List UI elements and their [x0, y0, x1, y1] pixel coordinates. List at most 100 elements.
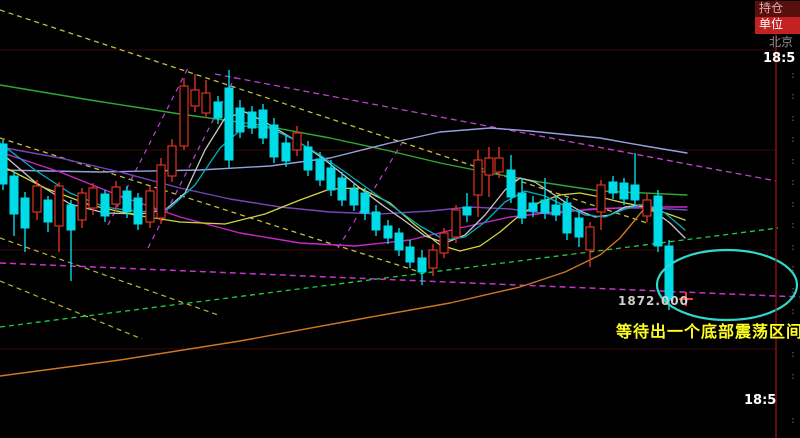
candle-down [653, 190, 663, 252]
candle-up [585, 222, 595, 267]
svg-text::: : [790, 371, 796, 382]
candle-down [462, 193, 472, 222]
svg-text::: : [790, 156, 796, 167]
svg-text::: : [790, 91, 796, 102]
candle-up [494, 147, 504, 178]
unit-tab[interactable]: 单位 [755, 17, 800, 34]
trend-orange [0, 209, 644, 377]
svg-text::: : [790, 242, 796, 253]
candle-up [77, 188, 87, 228]
candle-up [54, 182, 64, 252]
candlestick-series [0, 70, 674, 310]
svg-text::: : [790, 349, 796, 360]
svg-text::: : [790, 263, 796, 274]
candle-down [0, 140, 8, 190]
analyst-note-text: 等待出一个底部震荡区间 [616, 322, 800, 341]
candle-down [337, 172, 347, 206]
trendline-yellow-upper [0, 9, 651, 225]
candle-down [269, 118, 279, 163]
candle-down [608, 176, 618, 199]
candle-down [349, 183, 359, 211]
ma-lavender [0, 127, 688, 173]
position-tab[interactable]: 持仓 [755, 1, 800, 17]
candle-up [439, 228, 449, 258]
candle-down [371, 205, 381, 236]
candle-down [43, 196, 53, 232]
svg-text::: : [790, 285, 796, 296]
svg-text::: : [790, 306, 796, 317]
candle-down [540, 178, 550, 219]
price-cross-marker [679, 292, 693, 306]
candle-down [9, 172, 19, 236]
candle-down [405, 240, 415, 268]
candle-down [506, 155, 516, 203]
candle-up [88, 183, 98, 215]
timezone-label: 北京 [769, 35, 794, 49]
candle-up [596, 180, 606, 230]
support-green-rising [0, 227, 779, 328]
candle-down [562, 198, 572, 240]
candle-up [451, 205, 461, 243]
candle-down [315, 152, 325, 186]
candle-down [383, 220, 393, 244]
candle-down [394, 228, 404, 256]
candle-down [235, 100, 245, 138]
candle-down [528, 196, 538, 217]
candle-down [224, 70, 234, 168]
candle-down [281, 136, 291, 167]
candle-down [360, 188, 370, 220]
candle-down [619, 178, 629, 205]
right-axis-ticks: :::::::::::::::: [790, 70, 796, 426]
candle-down [664, 240, 674, 310]
svg-text::: : [790, 199, 796, 210]
candle-up [156, 158, 166, 224]
highlight-ellipse [655, 248, 799, 322]
candle-down [517, 178, 527, 224]
candle-down [247, 106, 257, 134]
svg-text::: : [790, 415, 796, 426]
support-magenta-flat [0, 262, 800, 298]
candle-up [428, 244, 438, 276]
svg-text::: : [790, 220, 796, 231]
candle-down [122, 186, 132, 218]
candle-up [642, 193, 652, 222]
svg-text::: : [790, 177, 796, 188]
price-gridlines [0, 49, 776, 350]
trendline-yellow-low2 [0, 280, 143, 340]
candle-down [258, 104, 268, 144]
candle-up [473, 150, 483, 217]
candle-up [145, 186, 155, 228]
candle-down [66, 200, 76, 281]
svg-text::: : [790, 134, 796, 145]
candle-down [630, 153, 640, 206]
candle-up [111, 181, 121, 212]
candle-up [190, 74, 200, 112]
candle-up [179, 78, 189, 150]
candle-up [292, 126, 302, 156]
svg-text::: : [790, 113, 796, 124]
last-price-label: 1872.000 [618, 294, 690, 308]
svg-text::: : [790, 328, 796, 339]
channel-magenta-upper [214, 73, 777, 182]
candle-up [484, 147, 494, 197]
clock-time-top: 18:5 [763, 51, 796, 66]
candle-down [100, 190, 110, 222]
trendline-yellow-low1 [0, 237, 219, 316]
candle-up [201, 80, 211, 118]
clock-time-bottom: 18:5 [744, 393, 777, 408]
candle-down [574, 210, 584, 247]
candle-down [303, 141, 313, 176]
candle-down [20, 192, 30, 252]
ma-green-slow [0, 84, 688, 196]
candle-down [551, 196, 561, 221]
candle-down [417, 250, 427, 285]
candle-up [167, 139, 177, 182]
candle-up [32, 180, 42, 220]
candle-down [326, 160, 336, 196]
svg-text::: : [790, 70, 796, 81]
candle-down [133, 193, 143, 230]
candle-down [213, 96, 223, 124]
